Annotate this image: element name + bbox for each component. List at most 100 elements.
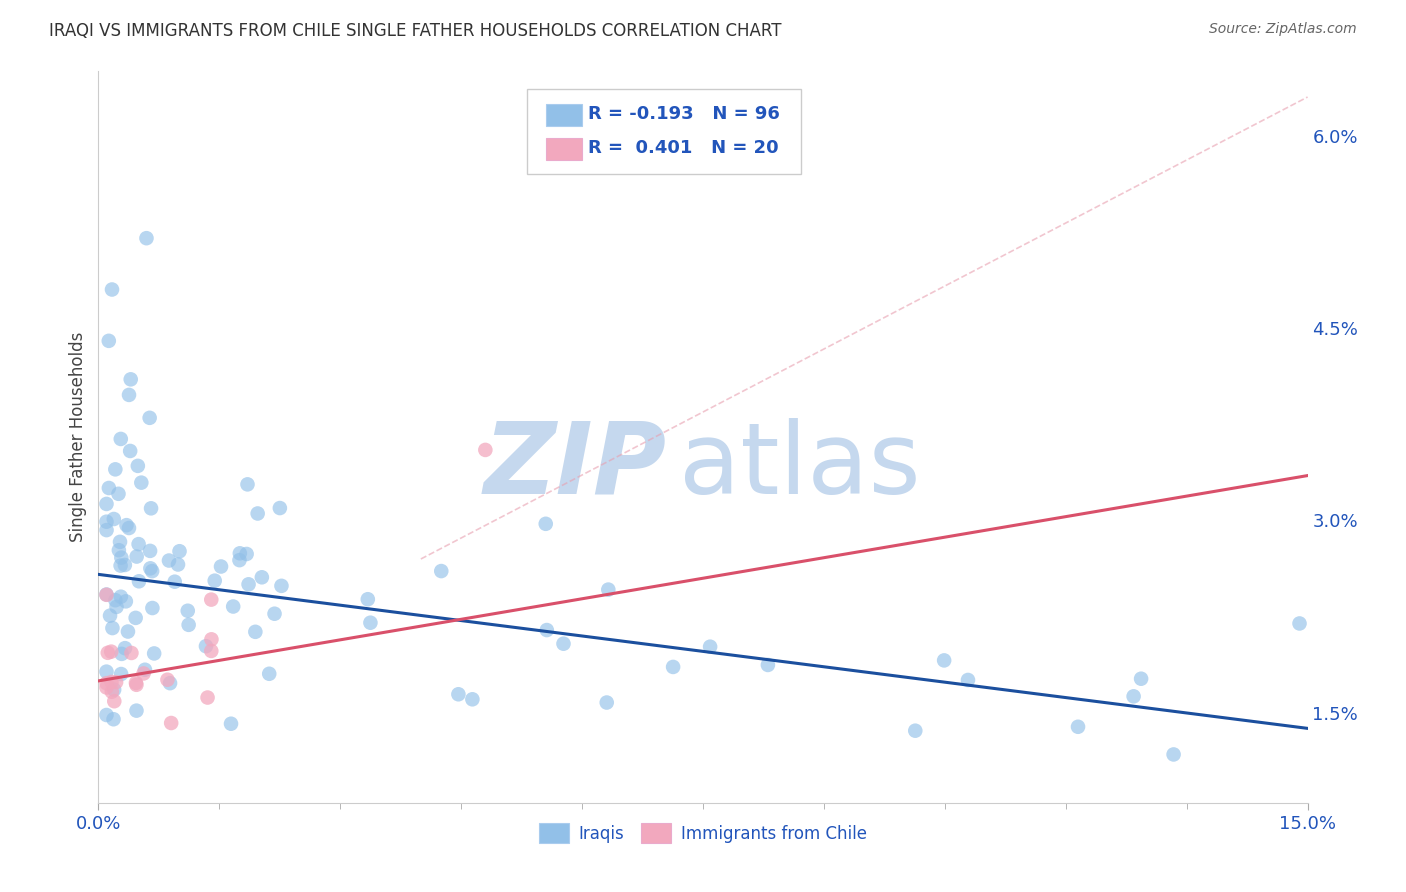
Point (96, 588, 118, 602)
Point (110, 432, 132, 446)
Point (235, 547, 257, 561)
Point (200, 592, 222, 607)
Point (596, 696, 619, 710)
Point (141, 601, 163, 615)
Text: IRAQI VS IMMIGRANTS FROM CHILE SINGLE FATHER HOUSEHOLDS CORRELATION CHART: IRAQI VS IMMIGRANTS FROM CHILE SINGLE FA… (49, 22, 782, 40)
Point (100, 675, 122, 690)
Point (110, 558, 132, 573)
Point (96, 665, 118, 679)
Point (104, 593, 127, 607)
Point (1163, 747, 1185, 762)
Point (114, 558, 136, 572)
Point (156, 673, 179, 687)
Point (108, 543, 131, 558)
Point (115, 594, 138, 608)
Point (124, 611, 146, 625)
Point (167, 558, 190, 572)
Point (904, 723, 927, 738)
Point (204, 574, 226, 588)
Y-axis label: Single Father Households: Single Father Households (69, 332, 87, 542)
Point (934, 653, 956, 667)
Point (1130, 672, 1153, 686)
Point (128, 574, 150, 589)
Point (97, 646, 120, 660)
Point (125, 704, 148, 718)
Point (117, 624, 139, 639)
Point (197, 690, 219, 705)
Point (461, 692, 484, 706)
Point (105, 675, 128, 690)
Point (139, 544, 162, 558)
Point (96, 676, 118, 690)
Point (108, 534, 131, 549)
Point (125, 678, 148, 692)
Point (1288, 616, 1310, 631)
Point (103, 682, 125, 697)
Point (96, 587, 118, 601)
Point (98, 608, 121, 623)
Point (128, 537, 150, 551)
Point (96, 497, 118, 511)
Text: ZIP: ZIP (484, 417, 666, 515)
Point (110, 550, 132, 565)
Point (139, 501, 162, 516)
Point (110, 667, 132, 681)
Point (139, 561, 162, 575)
Point (101, 621, 124, 635)
Point (96, 681, 118, 695)
Point (219, 716, 242, 731)
Point (956, 673, 979, 687)
Point (228, 553, 250, 567)
Point (270, 579, 292, 593)
Text: Source: ZipAtlas.com: Source: ZipAtlas.com (1209, 22, 1357, 37)
Point (236, 477, 259, 491)
Point (138, 410, 160, 425)
Point (96, 708, 118, 723)
Point (96, 523, 118, 537)
Point (534, 516, 557, 531)
Point (114, 641, 136, 656)
Point (160, 716, 183, 731)
Point (177, 617, 200, 632)
Text: R = -0.193   N = 96: R = -0.193 N = 96 (588, 105, 779, 123)
Point (101, 684, 124, 698)
Point (1067, 720, 1090, 734)
Point (553, 637, 575, 651)
Point (430, 564, 453, 578)
Point (447, 687, 470, 701)
Point (662, 660, 685, 674)
Legend: Iraqis, Immigrants from Chile: Iraqis, Immigrants from Chile (531, 817, 875, 849)
Point (118, 388, 141, 402)
Point (107, 487, 129, 501)
Point (111, 647, 134, 661)
Point (169, 544, 191, 558)
Point (263, 607, 285, 621)
Point (101, 283, 124, 297)
Point (359, 615, 381, 630)
Point (246, 507, 269, 521)
Point (120, 444, 142, 458)
Point (177, 604, 200, 618)
Point (143, 647, 166, 661)
Point (157, 553, 180, 567)
Point (474, 442, 496, 457)
Point (229, 546, 252, 560)
Point (100, 645, 122, 659)
Point (756, 657, 779, 672)
Point (357, 592, 380, 607)
Point (125, 676, 148, 690)
Point (200, 644, 222, 658)
Text: R =  0.401   N = 20: R = 0.401 N = 20 (588, 139, 779, 157)
Point (132, 666, 155, 681)
Point (103, 712, 125, 726)
Point (536, 623, 558, 637)
Point (269, 501, 291, 516)
Point (699, 640, 721, 654)
Point (105, 599, 128, 614)
Point (97, 334, 120, 348)
Point (1122, 690, 1144, 704)
Point (598, 582, 620, 597)
Point (104, 462, 127, 476)
Point (120, 646, 142, 660)
Point (257, 666, 280, 681)
